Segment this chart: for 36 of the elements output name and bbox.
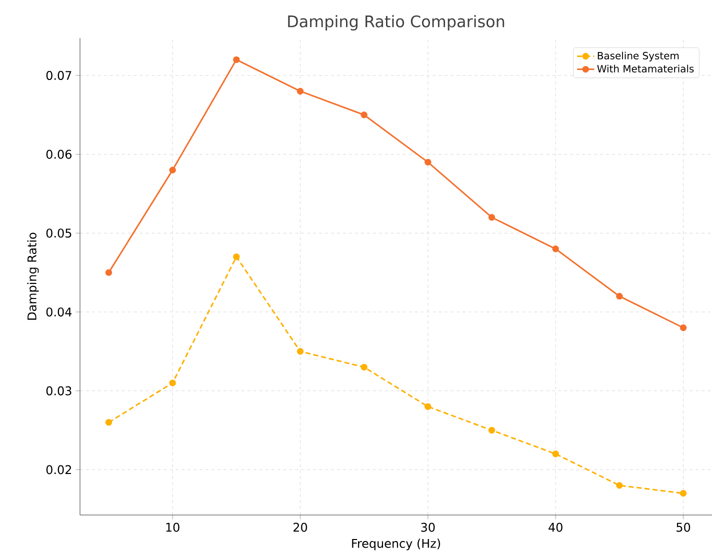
y-tick-label: 0.03 bbox=[46, 386, 72, 396]
x-tick-label: 30 bbox=[421, 522, 435, 532]
y-tick-label: 0.07 bbox=[46, 70, 72, 80]
point bbox=[169, 166, 176, 174]
point bbox=[233, 253, 240, 260]
point bbox=[296, 88, 304, 95]
point bbox=[552, 450, 559, 458]
point bbox=[169, 380, 176, 386]
y-tick-label: 0.06 bbox=[46, 150, 72, 159]
legend-label: With Metamaterials bbox=[597, 64, 694, 72]
x-tick-label: 40 bbox=[548, 522, 562, 532]
point bbox=[488, 426, 496, 434]
chart-title: Damping Ratio Comparison bbox=[288, 15, 504, 30]
y-tick-label: 0.04 bbox=[46, 307, 72, 316]
point bbox=[680, 324, 687, 332]
point bbox=[424, 158, 432, 166]
point bbox=[296, 348, 304, 355]
legend-label: Baseline System bbox=[598, 52, 679, 62]
x-tick-label: 20 bbox=[294, 522, 308, 532]
x-axis-title: Frequency (Hz) bbox=[352, 538, 440, 550]
point bbox=[488, 214, 496, 221]
x-tick-label: 50 bbox=[676, 522, 690, 532]
x-tick-label: 10 bbox=[166, 522, 180, 532]
y-tick-label: 0.05 bbox=[46, 228, 72, 238]
point bbox=[105, 419, 112, 426]
point bbox=[616, 292, 623, 300]
y-axis-title: Damping Ratio bbox=[27, 232, 39, 320]
point bbox=[552, 246, 559, 252]
point bbox=[680, 490, 687, 497]
point bbox=[424, 403, 432, 410]
point bbox=[616, 482, 623, 489]
point bbox=[233, 56, 240, 64]
point bbox=[360, 364, 368, 371]
point bbox=[360, 112, 368, 118]
point bbox=[105, 269, 112, 276]
y-tick-label: 0.02 bbox=[46, 465, 72, 474]
